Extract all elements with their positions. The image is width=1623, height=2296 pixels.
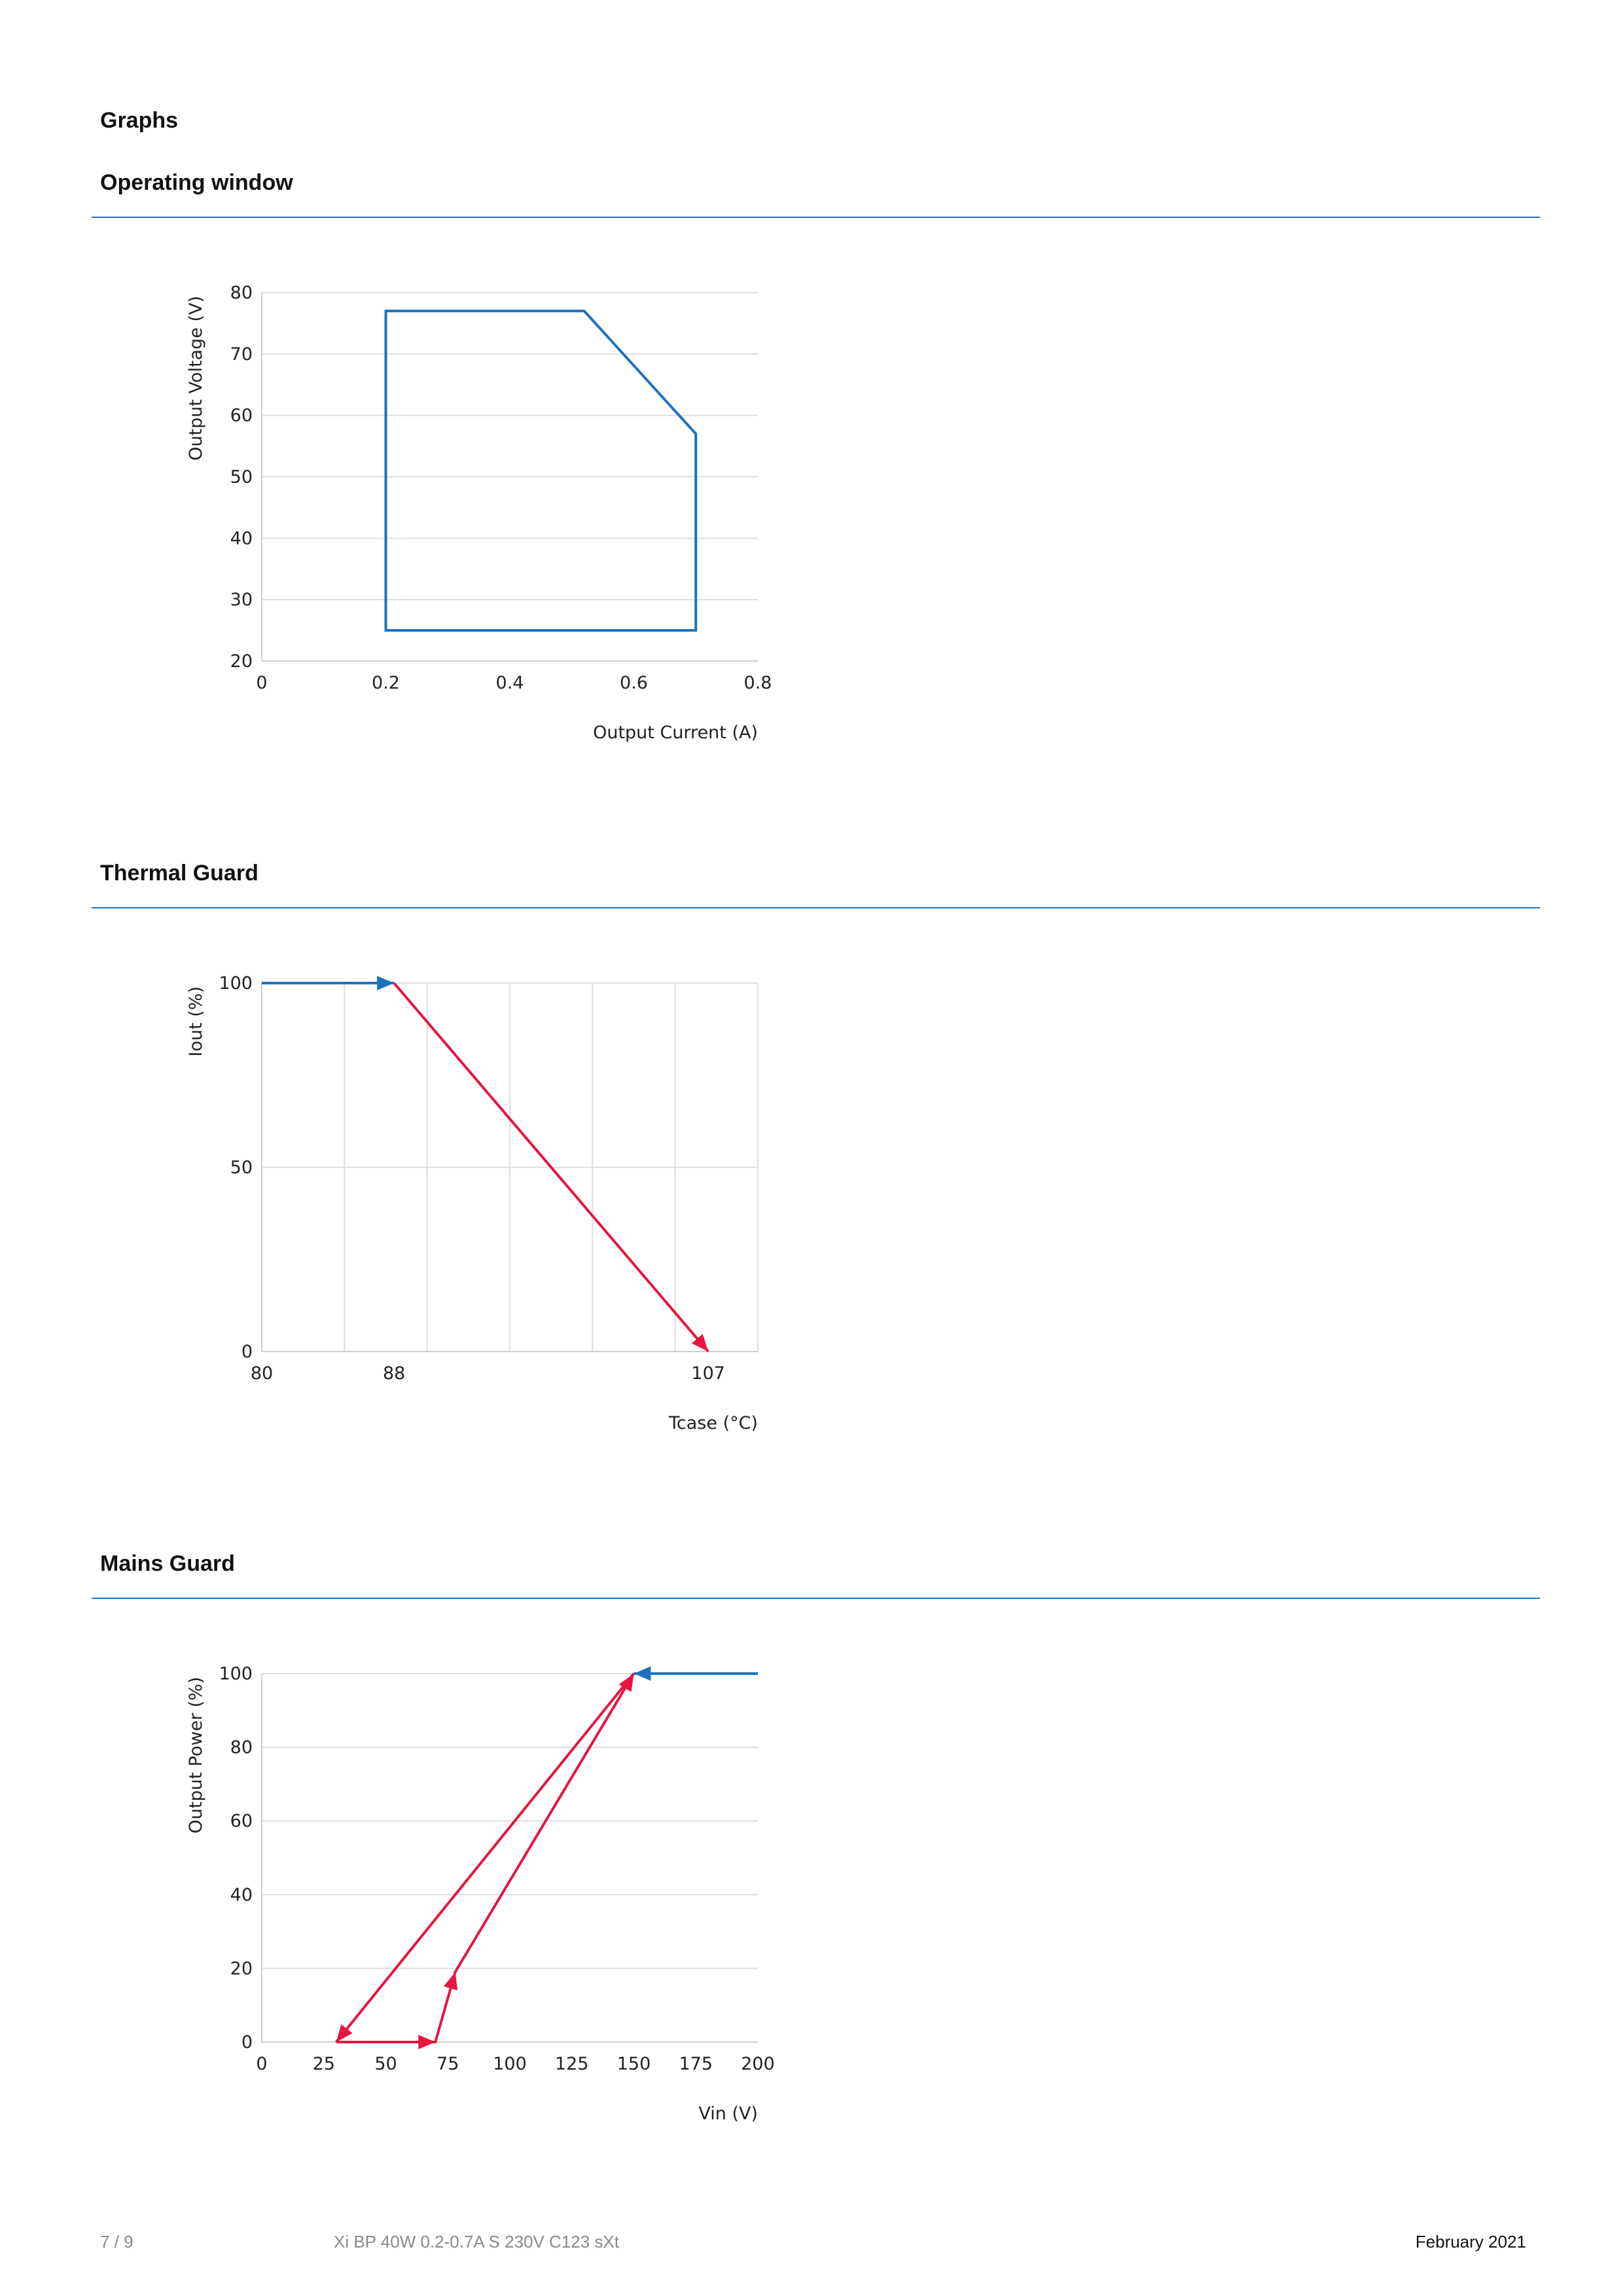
y-tick-label: 0 xyxy=(241,2032,253,2053)
section-rule xyxy=(92,217,1540,218)
y-tick-label: 50 xyxy=(230,467,253,488)
y-tick-label: 100 xyxy=(219,973,253,994)
y-tick-label: 50 xyxy=(230,1158,253,1178)
section-title-mains-guard: Mains Guard xyxy=(100,1551,235,1576)
x-tick-label: 0 xyxy=(256,673,267,693)
y-tick-label: 40 xyxy=(230,528,253,548)
x-tick-label: 0 xyxy=(256,2054,267,2074)
section-title-thermal-guard: Thermal Guard xyxy=(100,861,259,886)
arrowhead xyxy=(336,2024,353,2042)
x-tick-label: 88 xyxy=(383,1363,405,1384)
y-tick-label: 40 xyxy=(230,1885,253,1905)
footer-date: February 2021 xyxy=(1415,2232,1526,2251)
arrowhead xyxy=(443,1972,458,1991)
series-line xyxy=(384,310,698,632)
arrowhead xyxy=(377,976,395,990)
series-line xyxy=(336,1672,635,2043)
y-axis-label: Output Voltage (V) xyxy=(186,296,206,461)
x-tick-label: 25 xyxy=(313,2054,335,2074)
chart-operating-window: 20 30 40 50 60 70 80 0 0.2 0.4 0.6 0.8 Output Curren… xyxy=(186,283,772,743)
x-tick-label: 50 xyxy=(374,2054,397,2074)
y-tick-label: 20 xyxy=(230,1958,253,1979)
series-line xyxy=(393,982,709,1353)
x-tick-label: 125 xyxy=(555,2054,589,2074)
x-tick-label: 80 xyxy=(251,1363,273,1384)
x-tick-label: 107 xyxy=(691,1363,725,1384)
x-tick-label: 100 xyxy=(493,2054,527,2074)
x-axis-label: Tcase (°C) xyxy=(668,1413,758,1433)
y-axis-label: Output Power (%) xyxy=(186,1677,206,1833)
x-axis-label: Vin (V) xyxy=(698,2104,758,2124)
arrowhead xyxy=(691,1334,709,1352)
series-line xyxy=(335,1672,635,2043)
y-axis-label: Iout (%) xyxy=(186,986,206,1057)
x-axis-label: Output Current (A) xyxy=(593,723,758,743)
footer-page-number: 7 / 9 xyxy=(100,2232,134,2251)
arrowhead xyxy=(418,2035,436,2049)
footer-product-name: Xi BP 40W 0.2-0.7A S 230V C123 sXt xyxy=(334,2232,619,2251)
x-tick-label: 150 xyxy=(617,2054,651,2074)
page-heading: Graphs xyxy=(100,108,179,133)
chart-mains-guard: 0 20 40 60 80 100 0 25 50 75 100 125 150 175 200 Vin (V… xyxy=(186,1664,775,2124)
x-tick-label: 175 xyxy=(679,2054,713,2074)
y-tick-label: 20 xyxy=(230,651,253,672)
chart-thermal-guard: 0 50 100 80 88 107 Tcase (°C) Iout (%) xyxy=(186,973,758,1433)
x-tick-label: 200 xyxy=(741,2054,775,2074)
y-tick-label: 60 xyxy=(230,1811,253,1831)
x-tick-label: 0.8 xyxy=(744,673,772,693)
y-tick-label: 30 xyxy=(230,590,253,610)
y-tick-label: 80 xyxy=(230,1738,253,1758)
section-rule xyxy=(92,1598,1540,1599)
y-tick-label: 60 xyxy=(230,406,253,426)
x-tick-label: 0.6 xyxy=(620,673,648,693)
y-tick-label: 0 xyxy=(241,1342,253,1362)
x-tick-label: 75 xyxy=(437,2054,459,2074)
y-tick-label: 100 xyxy=(219,1664,253,1684)
y-tick-label: 80 xyxy=(230,283,253,303)
arrowhead xyxy=(633,1666,651,1681)
section-rule xyxy=(92,907,1540,908)
y-tick-label: 70 xyxy=(230,344,253,365)
arrowhead xyxy=(618,1674,634,1692)
section-title-operating-window: Operating window xyxy=(100,170,293,195)
x-tick-label: 0.2 xyxy=(372,673,400,693)
x-tick-label: 0.4 xyxy=(496,673,524,693)
